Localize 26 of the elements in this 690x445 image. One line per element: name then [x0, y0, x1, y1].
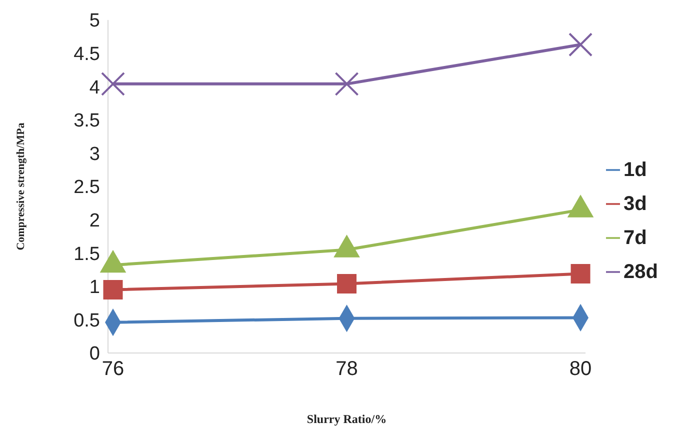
point	[568, 32, 593, 57]
legend-label: 28d	[624, 260, 658, 282]
point	[570, 264, 590, 284]
x-tick-label: 76	[102, 358, 124, 380]
y-tick-label: 0.5	[74, 310, 100, 332]
y-tick-label: 4.5	[74, 44, 100, 66]
y-tick-label: 5	[89, 10, 100, 32]
point	[101, 72, 125, 96]
y-tick-label: 0	[89, 344, 100, 365]
point	[337, 274, 357, 294]
y-tick-label: 2	[89, 210, 100, 232]
y-tick-label: 4	[89, 77, 100, 98]
y-tick-label: 2.5	[74, 177, 100, 198]
y-tick-label: 3	[89, 144, 100, 165]
y-tick-label: 3.5	[74, 110, 100, 132]
point	[334, 72, 359, 96]
y-tick-label: 1	[89, 277, 100, 298]
y-axis-title: Compressive strength/MPa	[14, 122, 27, 250]
x-axis-title: Slurry Ratio/%	[306, 412, 387, 426]
x-tick-label: 80	[569, 358, 592, 380]
y-tick-label: 1.5	[74, 244, 100, 265]
point	[103, 280, 123, 300]
x-tick-label: 78	[336, 358, 358, 380]
legend-label: 3d	[624, 192, 647, 214]
legend-label: 7d	[624, 226, 647, 248]
legend-label: 1d	[624, 158, 647, 180]
